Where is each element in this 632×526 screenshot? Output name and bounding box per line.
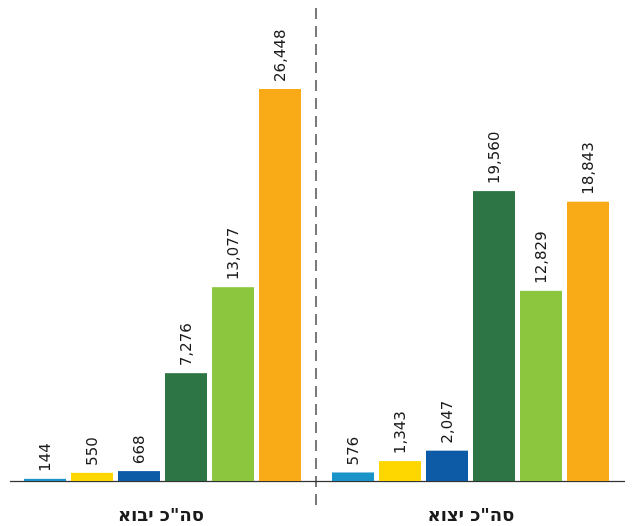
bar-g1-s4 (520, 291, 562, 481)
bar-g1-s5 (567, 202, 609, 481)
value-label-g0-s5: 26,448 (271, 30, 289, 83)
value-label-g0-s4: 13,077 (224, 228, 242, 281)
value-label-g0-s2: 668 (130, 435, 148, 464)
value-label-g0-s3: 7,276 (177, 323, 195, 366)
value-label-g0-s0: 144 (36, 443, 54, 472)
value-label-g1-s1: 1,343 (391, 411, 409, 454)
bar-g0-s4 (212, 287, 254, 481)
bar-g0-s3 (165, 373, 207, 481)
bar-g1-s0 (332, 472, 374, 481)
bar-g0-s2 (118, 471, 160, 481)
bar-g0-s0 (24, 479, 66, 481)
value-label-g1-s2: 2,047 (438, 401, 456, 444)
bar-g1-s3 (473, 191, 515, 481)
bar-g1-s2 (426, 451, 468, 481)
value-label-g1-s5: 18,843 (579, 142, 597, 195)
group-label-export: סה"כ יצוא (428, 505, 515, 526)
group-label-import: סה"כ יבוא (118, 505, 204, 526)
bar-g0-s5 (259, 89, 301, 481)
value-label-g0-s1: 550 (83, 437, 101, 466)
value-label-g1-s0: 576 (344, 437, 362, 466)
bar-g1-s1 (379, 461, 421, 481)
bar-g0-s1 (71, 473, 113, 481)
value-label-g1-s3: 19,560 (485, 132, 503, 185)
value-label-g1-s4: 12,829 (532, 231, 550, 284)
